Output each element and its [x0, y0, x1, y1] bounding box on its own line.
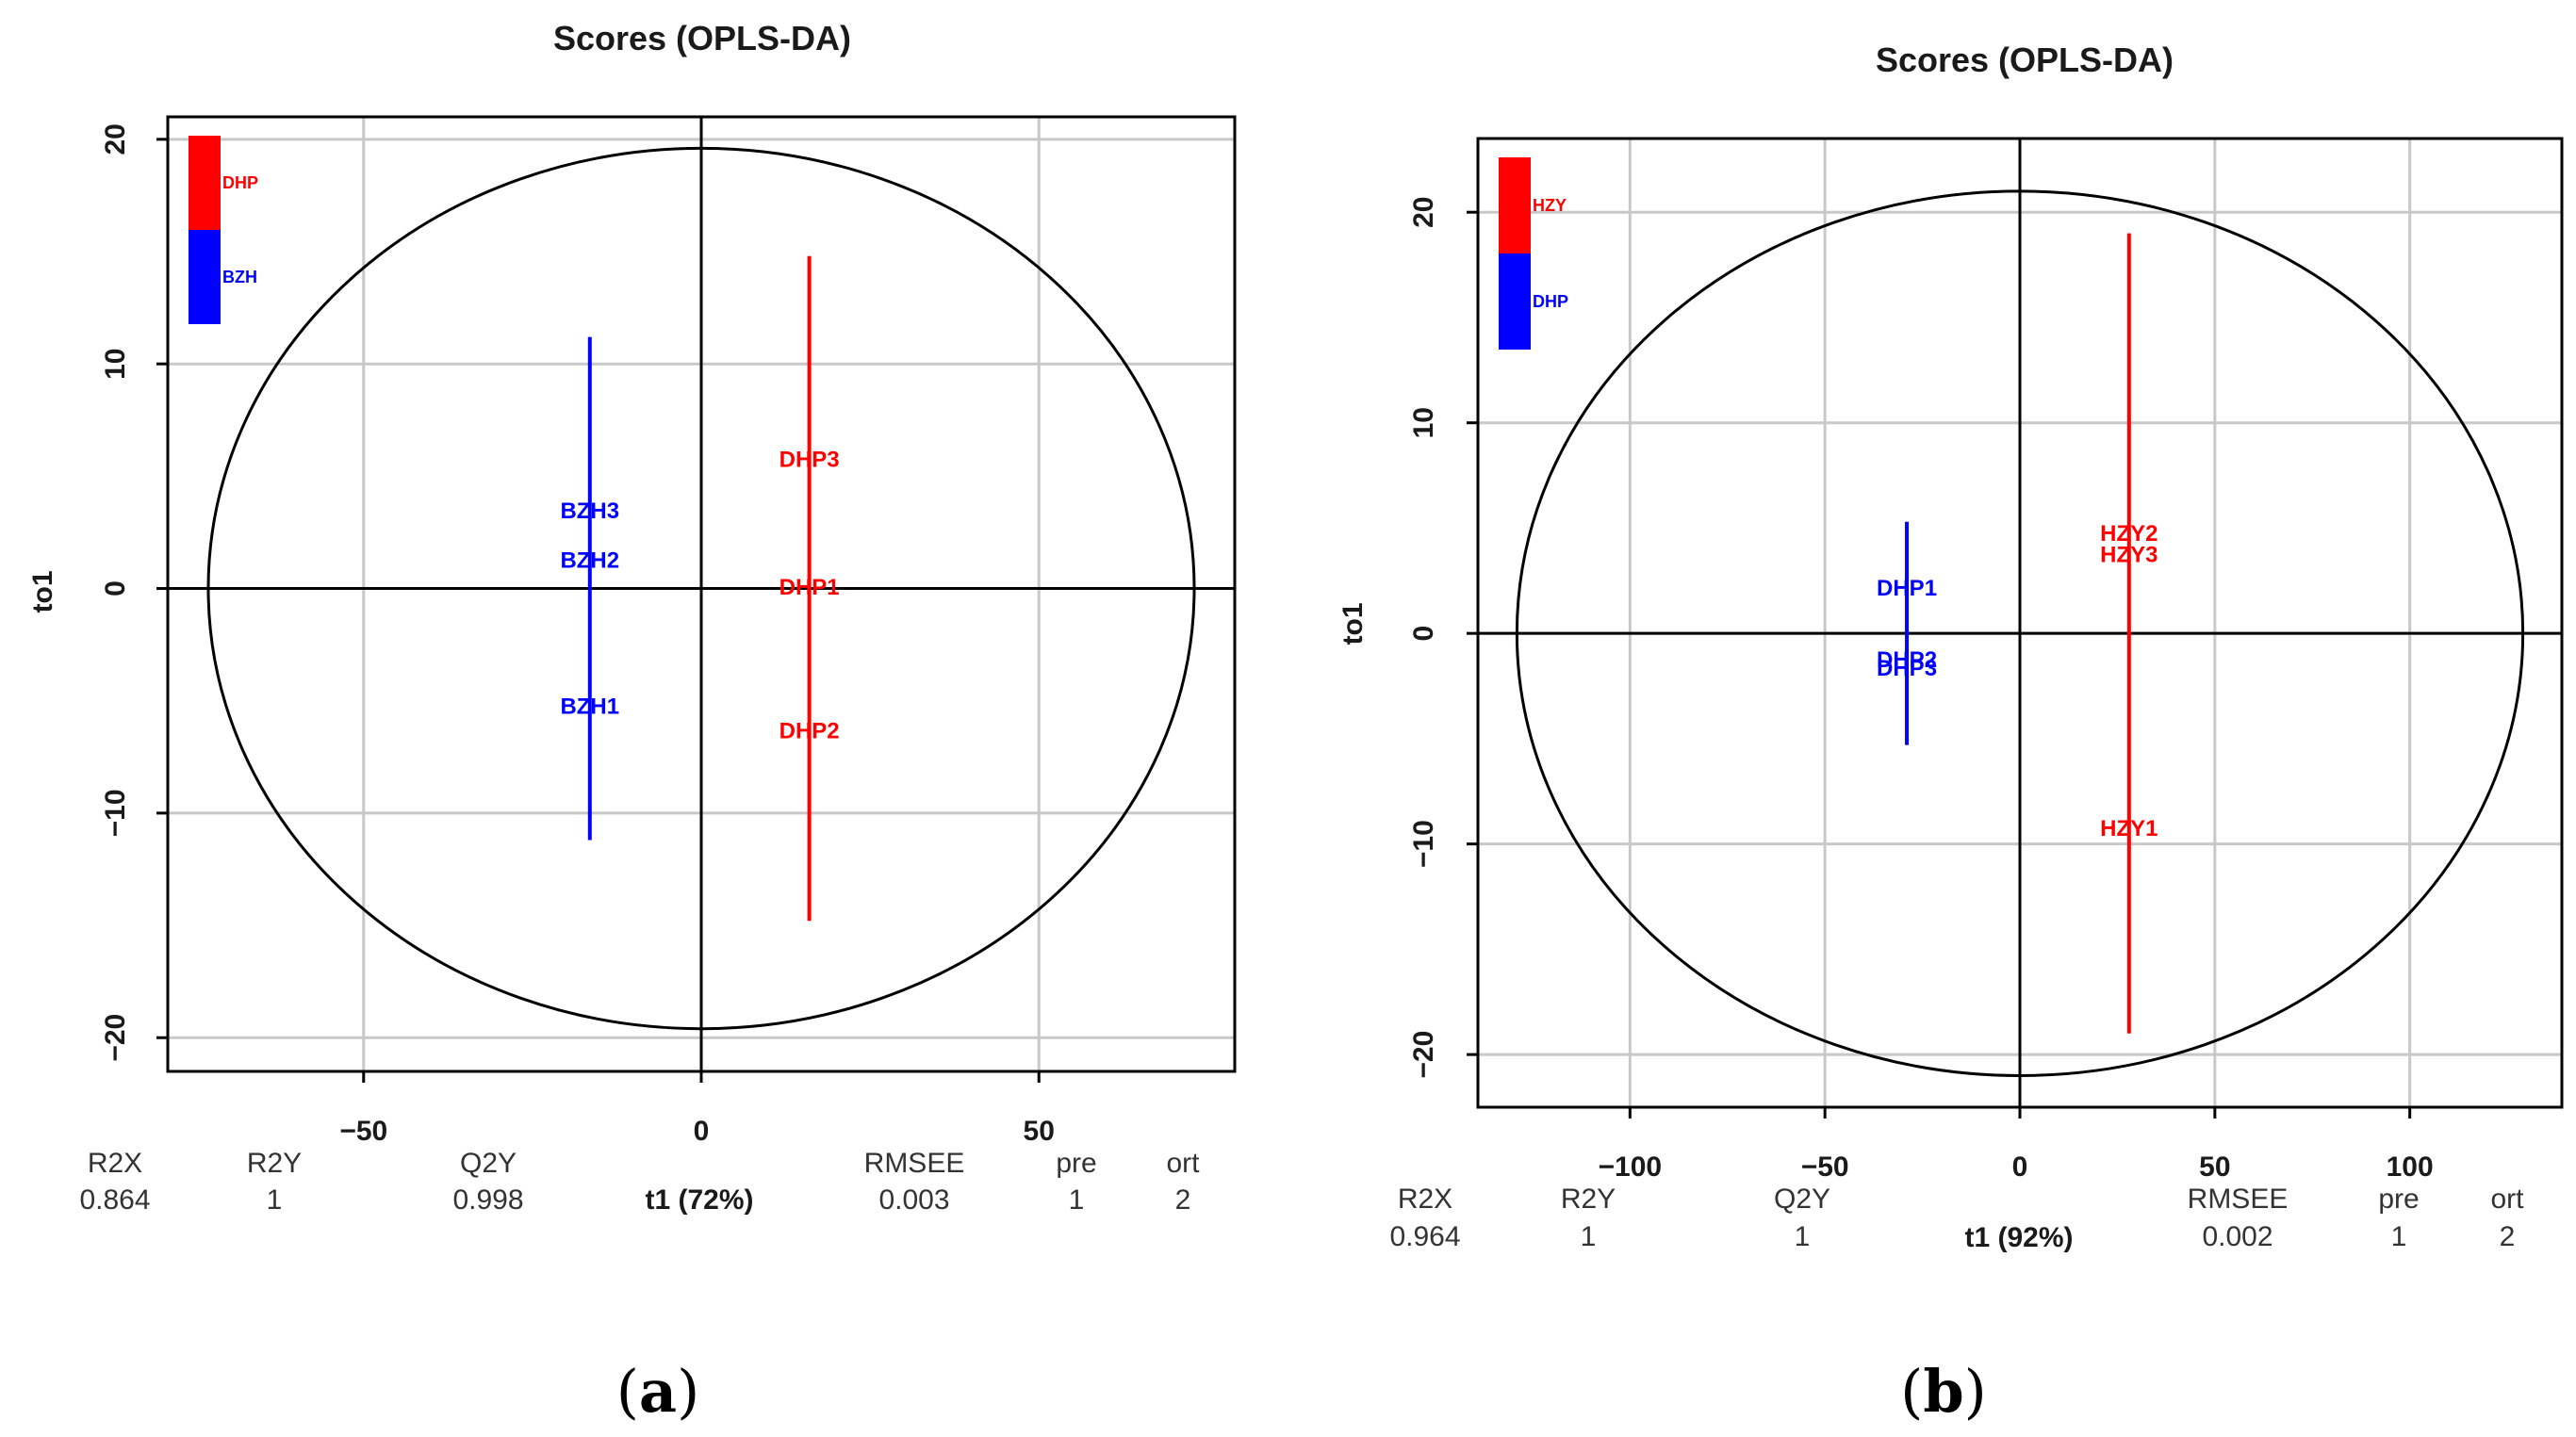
stat-value-q2y: 1 [1795, 1221, 1811, 1252]
y-axis-label-a: to1 [27, 571, 58, 613]
stat-value-rmsee: 0.003 [878, 1184, 949, 1216]
y-tick-label-4: 20 [100, 123, 131, 155]
point-label-bzh1: BZH1 [560, 694, 619, 719]
point-label-dhp1: DHP1 [779, 575, 840, 600]
x-tick-label-2: 0 [2012, 1151, 2028, 1183]
x-tick-label-1: −50 [1801, 1151, 1849, 1183]
y-tick-label-3: 10 [1408, 407, 1439, 438]
legend-swatch-bzh [189, 230, 221, 324]
point-label-hzy2: HZY2 [2100, 521, 2158, 547]
stat-value-pre: 1 [2391, 1221, 2407, 1252]
series-dhp-a: DHP3 DHP1 DHP2 [779, 255, 840, 922]
point-label-bzh3: BZH3 [560, 498, 619, 524]
legend-swatch-dhp [189, 136, 221, 230]
x-axis-label-a: t1 (72%) [645, 1184, 753, 1216]
point-label-dhp2: DHP2 [779, 719, 840, 744]
legend-swatch-hzy [1499, 157, 1531, 253]
stat-header-rmsee: RMSEE [864, 1148, 965, 1179]
y-axis-label-b: to1 [1337, 603, 1369, 645]
y-tick-label-0: −20 [100, 1014, 131, 1062]
legend-label-dhp: DHP [222, 173, 258, 192]
x-tick-label-0: −100 [1599, 1151, 1663, 1183]
legend-swatch-dhp [1499, 253, 1531, 350]
point-label-dhp3: DHP3 [1877, 656, 1937, 681]
series-bzh-a: BZH3 BZH2 BZH1 [560, 336, 619, 841]
point-label-dhp3: DHP3 [779, 447, 840, 472]
stat-value-r2x: 0.864 [79, 1184, 150, 1216]
stat-value-ort: 2 [2500, 1221, 2516, 1252]
legend-b: HZY DHP [1499, 157, 1568, 350]
stat-header-rmsee: RMSEE [2188, 1184, 2289, 1215]
stat-header-ort: ort [1166, 1148, 1200, 1179]
y-tick-label-2: 0 [100, 580, 131, 596]
panel-letter-a: a [639, 1357, 677, 1426]
y-ticks-a: −20 −10 0 10 20 [100, 123, 168, 1062]
y-tick-label-4: 20 [1408, 197, 1439, 228]
confidence-ellipse-a [206, 146, 1196, 1031]
panel-label-a: (a) [616, 1357, 700, 1426]
stat-header-q2y: Q2Y [1774, 1184, 1830, 1215]
stat-value-r2y: 1 [1581, 1221, 1597, 1252]
y-tick-label-2: 0 [1408, 626, 1439, 642]
y-ticks-b: −20 −10 0 10 20 [1408, 197, 1478, 1079]
stat-header-q2y: Q2Y [460, 1148, 517, 1179]
stat-value-ort: 2 [1175, 1184, 1191, 1216]
x-axis-label-b: t1 (92%) [1964, 1222, 2073, 1253]
stat-header-ort: ort [2490, 1184, 2524, 1215]
x-ticks-b: −100 −50 0 50 100 [1599, 1107, 2434, 1183]
stat-header-r2x: R2X [88, 1148, 142, 1179]
stat-value-r2y: 1 [267, 1184, 283, 1216]
model-stats-a: R2X R2Y Q2Y RMSEE pre ort 0.864 1 0.998 … [79, 1148, 1200, 1216]
y-tick-label-1: −10 [1408, 820, 1439, 868]
legend-label-bzh: BZH [222, 268, 257, 286]
x-tick-label-2: 50 [1024, 1116, 1055, 1147]
point-label-hzy3: HZY3 [2100, 542, 2158, 567]
point-label-dhp1: DHP1 [1877, 576, 1937, 601]
confidence-ellipse-b [1515, 189, 2525, 1077]
legend-label-hzy: HZY [1533, 196, 1567, 215]
y-tick-label-3: 10 [100, 349, 131, 380]
stat-header-r2y: R2Y [247, 1148, 302, 1179]
stat-value-q2y: 0.998 [452, 1184, 523, 1216]
point-label-hzy1: HZY1 [2100, 816, 2158, 841]
panel-letter-b: b [1923, 1357, 1963, 1426]
chart-title-b: Scores (OPLS-DA) [1876, 41, 2174, 79]
stat-value-rmsee: 0.002 [2202, 1221, 2272, 1252]
x-ticks-a: −50 0 50 [339, 1071, 1055, 1147]
stat-value-pre: 1 [1069, 1184, 1085, 1216]
panel-a: Scores (OPLS-DA) to1 t1 (72%) R2X R2Y Q2… [27, 19, 1237, 1426]
x-tick-label-3: 50 [2199, 1151, 2230, 1183]
x-tick-label-1: 0 [694, 1116, 710, 1147]
y-tick-label-0: −20 [1408, 1031, 1439, 1079]
x-tick-label-4: 100 [2387, 1151, 2434, 1183]
stat-header-pre: pre [2378, 1184, 2419, 1215]
panel-b: Scores (OPLS-DA) to1 t1 (92%) R2X R2Y Q2… [1337, 41, 2564, 1426]
panel-label-b: (b) [1900, 1357, 1987, 1426]
stat-value-r2x: 0.964 [1389, 1221, 1460, 1252]
y-tick-label-1: −10 [100, 789, 131, 837]
point-label-dhp2: DHP2 [1877, 647, 1937, 673]
stat-header-r2y: R2Y [1561, 1184, 1616, 1215]
legend-a: DHP BZH [189, 136, 258, 324]
stat-header-r2x: R2X [1398, 1184, 1452, 1215]
model-stats-b: R2X R2Y Q2Y RMSEE pre ort 0.964 1 1 0.00… [1389, 1184, 2524, 1252]
legend-label-dhp: DHP [1533, 292, 1568, 311]
point-label-bzh2: BZH2 [560, 548, 619, 574]
x-tick-label-0: −50 [339, 1116, 387, 1147]
chart-title-a: Scores (OPLS-DA) [553, 19, 851, 57]
stat-header-pre: pre [1056, 1148, 1096, 1179]
